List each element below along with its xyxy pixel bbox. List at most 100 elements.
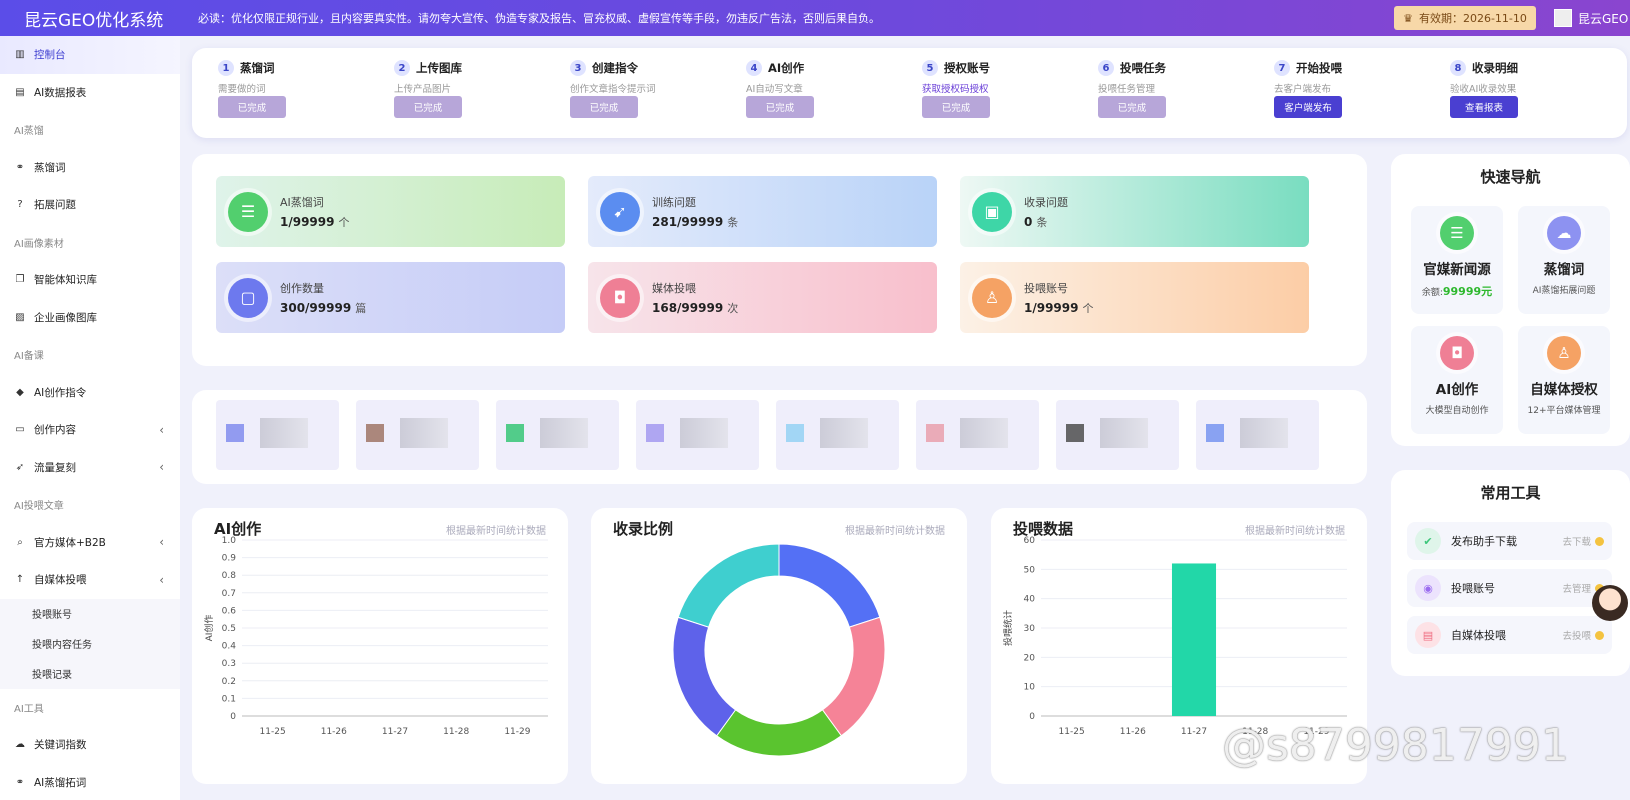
tool-link[interactable]: 去管理 [1562, 584, 1591, 595]
workflow-step: 8 收录明细 验收AI收录效果 查看报表 [1450, 48, 1626, 138]
user-name[interactable]: 昆云GEO [1578, 12, 1629, 26]
sidebar-group-label: AI画像素材 [14, 238, 64, 250]
media-platform-tile[interactable] [1196, 400, 1319, 470]
tool-item[interactable]: ◉ 投喂账号 去管理 [1407, 569, 1612, 607]
y-tick-label: 0 [230, 712, 236, 722]
media-platform-tile[interactable] [496, 400, 619, 470]
x-tick-label: 11-27 [1181, 727, 1207, 737]
quick-nav-title: 快速导航 [1480, 168, 1541, 186]
stat-card[interactable]: ◘ 媒体投喂 168/99999 次 [588, 262, 937, 333]
step-button[interactable]: 查看报表 [1450, 96, 1518, 118]
tool-link[interactable]: 去投喂 [1562, 631, 1591, 642]
stamp-icon: ♙ [972, 277, 1012, 318]
sidebar-item[interactable]: ? 拓展问题 [0, 186, 180, 224]
sidebar-item[interactable]: ❐ 智能体知识库 [0, 261, 180, 299]
tool-name: 投喂账号 [1451, 582, 1495, 595]
sidebar-item-label: 关键词指数 [34, 739, 87, 752]
chevron-left-icon: ‹ [159, 422, 164, 437]
y-tick-label: 0.1 [222, 694, 236, 704]
question-icon: ? [17, 199, 23, 211]
step-description: 上传产品图片 [394, 84, 452, 95]
stat-card[interactable]: ♙ 投喂账号 1/99999 个 [960, 262, 1309, 333]
quick-nav-panel: 快速导航 ☰ 官媒新闻源 余额:99999元 ☁ 蒸馏词 AI蒸馏拓展问题 ◘ AI创作 大模型… [1391, 154, 1630, 446]
tag-icon: ◆ [16, 386, 24, 398]
chart-title: 投喂数据 [1013, 520, 1074, 538]
quick-nav-tile[interactable]: ☰ 官媒新闻源 余额:99999元 [1411, 206, 1503, 314]
stat-text: 收录问题 0 条 [1024, 194, 1068, 230]
step-button[interactable]: 已完成 [570, 96, 638, 118]
platform-logo [646, 424, 664, 442]
stat-card[interactable]: ☰ AI蒸馏词 1/99999 个 [216, 176, 565, 247]
media-platform-tile[interactable] [356, 400, 479, 470]
sidebar-subitem[interactable]: 投喂记录 [0, 658, 180, 689]
tool-item[interactable]: ▤ 自媒体投喂 去投喂 [1407, 616, 1612, 654]
platform-name-blurred [820, 418, 868, 448]
sidebar-item[interactable]: ▤ AI数据报表 [0, 74, 180, 112]
step-button[interactable]: 已完成 [1098, 96, 1166, 118]
y-tick-label: 0.3 [222, 659, 236, 669]
stat-unit: 个 [1082, 301, 1094, 315]
sidebar-subitem[interactable]: 投喂内容任务 [0, 628, 180, 659]
y-tick-label: 0.8 [222, 571, 237, 581]
step-description: 验收AI收录效果 [1450, 84, 1517, 95]
stat-unit: 个 [338, 215, 350, 229]
quick-nav-name: 蒸馏词 [1543, 262, 1585, 278]
sidebar-item[interactable]: ▥ 控制台 [0, 36, 180, 74]
step-button[interactable]: 已完成 [922, 96, 990, 118]
sidebar-item[interactable]: ▨ 企业画像图库 [0, 299, 180, 337]
workflow-step: 3 创建指令 创作文章指令提示词 已完成 [570, 48, 746, 138]
stat-card[interactable]: ➹ 训练问题 281/99999 条 [588, 176, 937, 247]
sidebar-item[interactable]: ➶ 流量复刻 ‹ [0, 449, 180, 487]
sidebar-item[interactable]: ☁ 关键词指数 [0, 726, 180, 764]
quick-nav-tile[interactable]: ♙ 自媒体授权 12+平台媒体管理 [1518, 326, 1610, 434]
stat-value: 281/99999 [652, 214, 724, 229]
sidebar-item[interactable]: ◆ AI创作指令 [0, 374, 180, 412]
stats-panel: ☰ AI蒸馏词 1/99999 个 ➹ 训练问题 281/99999 条 ▣ 收录问题 0 条 ▢ 创作数… [192, 154, 1367, 366]
tool-link[interactable]: 去下载 [1562, 537, 1591, 548]
step-button[interactable]: 客户端发布 [1274, 96, 1342, 118]
sidebar-subitem[interactable]: 投喂账号 [0, 598, 180, 629]
copy-icon: ❐ [15, 274, 25, 286]
app-title[interactable]: 昆云GEO优化系统 [24, 10, 164, 31]
media-platform-tile[interactable] [1056, 400, 1179, 470]
wallet-icon: ▣ [972, 191, 1012, 232]
stat-card[interactable]: ▣ 收录问题 0 条 [960, 176, 1309, 247]
workflow-step: 7 开始投喂 去客户端发布 客户端发布 [1274, 48, 1450, 138]
step-title: 创建指令 [592, 61, 638, 75]
sidebar-item[interactable]: ⌕ 官方媒体+B2B ‹ [0, 524, 180, 562]
inclusion-ratio-chart: 收录比例 根据最新时间统计数据 [591, 508, 967, 784]
stat-text: 媒体投喂 168/99999 次 [652, 280, 738, 316]
y-tick-label: 0.6 [222, 606, 237, 616]
basket-icon: ◘ [1440, 336, 1474, 370]
assistant-avatar[interactable] [1592, 585, 1628, 621]
quick-nav-tile[interactable]: ◘ AI创作 大模型自动创作 [1411, 326, 1503, 434]
step-button[interactable]: 已完成 [746, 96, 814, 118]
platform-logo [1206, 424, 1224, 442]
step-button[interactable]: 已完成 [218, 96, 286, 118]
media-platform-tile[interactable] [776, 400, 899, 470]
link-icon: ⚭ [15, 161, 25, 173]
sidebar-item[interactable]: ↑ 自媒体投喂 ‹ [0, 561, 180, 599]
sidebar-item[interactable]: ⚭ AI蒸馏拓词 [0, 764, 180, 800]
step-description[interactable]: 获取授权码授权 [922, 84, 989, 95]
x-tick-label: 11-27 [382, 727, 408, 737]
stat-value: 0 [1024, 214, 1033, 229]
step-button[interactable]: 已完成 [394, 96, 462, 118]
stat-unit: 条 [727, 215, 739, 229]
media-platform-tile[interactable] [916, 400, 1039, 470]
media-platform-tile[interactable] [636, 400, 759, 470]
quick-nav-tile[interactable]: ☁ 蒸馏词 AI蒸馏拓展问题 [1518, 206, 1610, 314]
user-avatar[interactable] [1554, 9, 1572, 27]
stat-value: 168/99999 [652, 300, 724, 315]
step-number: 8 [1450, 60, 1466, 76]
media-platform-tile[interactable] [216, 400, 339, 470]
workflow-step: 5 授权账号 获取授权码授权 已完成 [922, 48, 1098, 138]
stat-value-row: 281/99999 条 [652, 214, 738, 230]
stat-card[interactable]: ▢ 创作数量 300/99999 篇 [216, 262, 565, 333]
rocket-icon: ➶ [15, 461, 25, 473]
chart-icon: ▥ [15, 49, 25, 61]
tool-item[interactable]: ✔ 发布助手下载 去下载 [1407, 522, 1612, 560]
sidebar-item[interactable]: ⚭ 蒸馏词 [0, 149, 180, 187]
y-tick-label: 30 [1024, 624, 1036, 634]
sidebar-item[interactable]: ▭ 创作内容 ‹ [0, 411, 180, 449]
